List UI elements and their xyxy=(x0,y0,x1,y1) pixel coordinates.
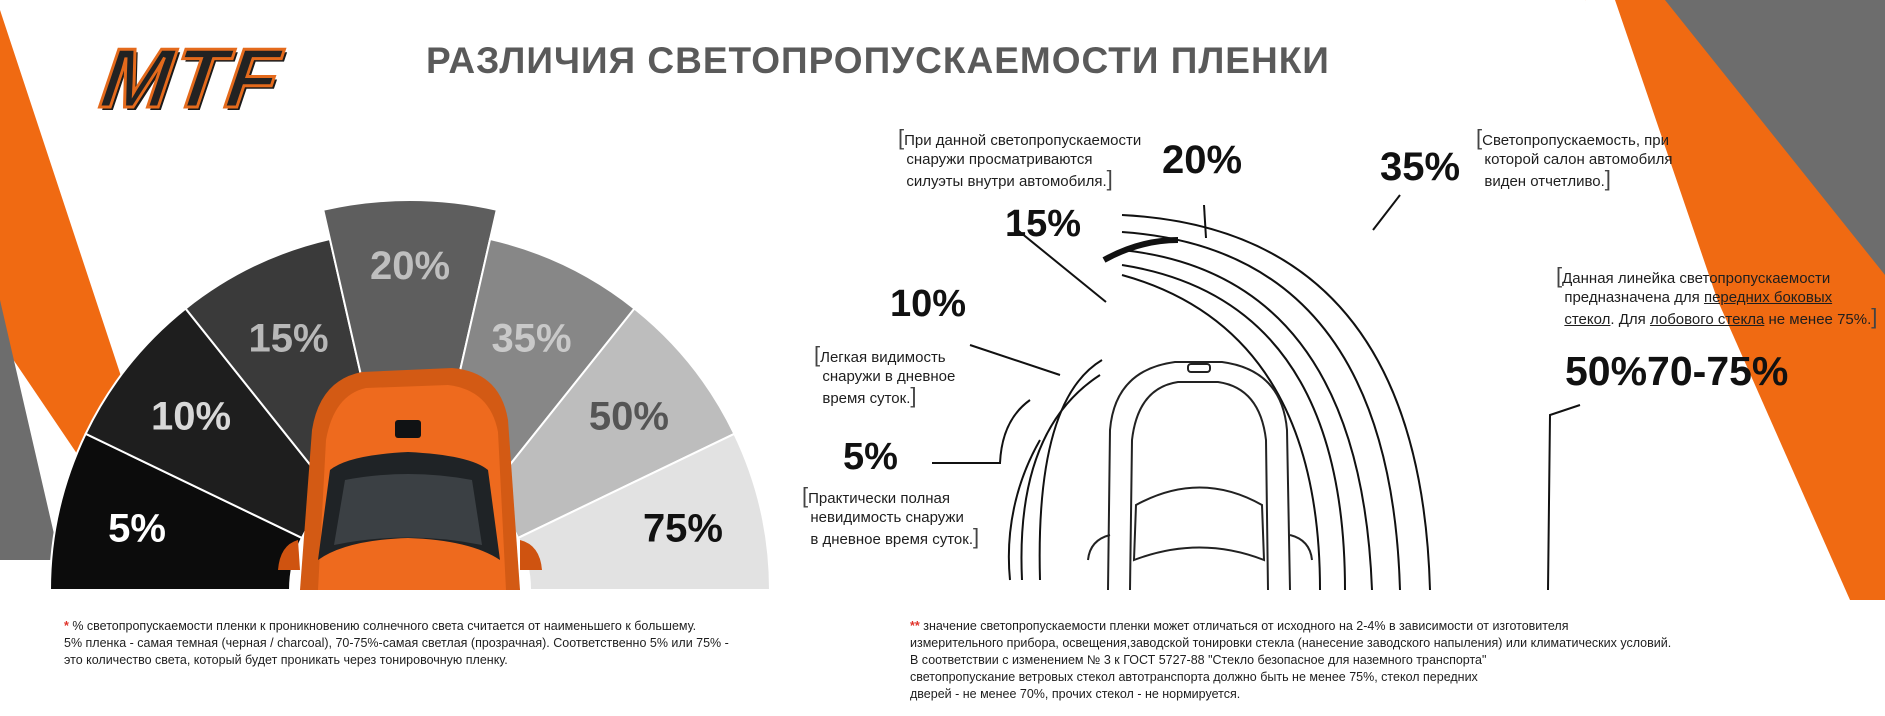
label-5: 5% xyxy=(843,436,898,478)
footnote-left: * % светопропускаемости пленки к проникн… xyxy=(64,619,729,667)
fan-segment-label: 10% xyxy=(151,394,231,438)
fan-segment-label: 35% xyxy=(491,317,571,361)
label-20: 20% xyxy=(1162,138,1243,182)
fan-segment-label: 75% xyxy=(643,507,723,551)
note-front-windows: [Данная линейка светопропускаемости пред… xyxy=(1556,263,1878,329)
fan-segment-label: 50% xyxy=(589,394,669,438)
car-outline-illustration xyxy=(1087,361,1313,591)
fan-segment-label: 15% xyxy=(248,317,328,361)
left-orange-stripe xyxy=(0,10,152,470)
note-10: [Легкая видимость снаружи в дневное врем… xyxy=(814,342,956,408)
ring-35a xyxy=(1121,274,1321,591)
leader-50 xyxy=(1547,404,1581,591)
leader-35 xyxy=(1372,194,1401,231)
label-35: 35% xyxy=(1380,145,1461,189)
label-50-75: 50%70-75% xyxy=(1565,348,1789,394)
fan-baseline-mask xyxy=(0,592,780,622)
note-35: [Светопропускаемость, при которой салон … xyxy=(1476,125,1673,191)
leader-20 xyxy=(1203,204,1207,239)
note-20: [При данной светопропускаемости снаружи … xyxy=(898,125,1142,191)
ring-15 xyxy=(1038,359,1103,581)
leader-15 xyxy=(1014,227,1107,303)
left-gray-stripe xyxy=(0,300,60,560)
ring-35c xyxy=(1121,231,1401,591)
ring-20 xyxy=(1121,264,1346,591)
label-10: 10% xyxy=(890,283,967,325)
right-white-wedge xyxy=(1585,0,1820,600)
note-5: [Практически полная невидимость снаружи … xyxy=(802,483,980,549)
ring-50 xyxy=(1121,214,1431,591)
ring-5 xyxy=(1007,439,1041,581)
car-illustration xyxy=(278,368,542,590)
fan-segment-label: 20% xyxy=(370,244,450,288)
arc-15-highlight xyxy=(1102,237,1179,263)
leader-5 xyxy=(932,399,1031,464)
page-title: РАЗЛИЧИЯ СВЕТОПРОПУСКАЕМОСТИ ПЛЕНКИ xyxy=(426,40,1330,81)
fan-segment-label: 5% xyxy=(108,507,166,551)
footnote-right: ** значение светопропускаемости пленки м… xyxy=(910,619,1672,701)
label-15: 15% xyxy=(1005,203,1082,245)
ring-35b xyxy=(1121,249,1373,591)
ring-10 xyxy=(1020,374,1101,581)
leader-10 xyxy=(969,344,1061,376)
